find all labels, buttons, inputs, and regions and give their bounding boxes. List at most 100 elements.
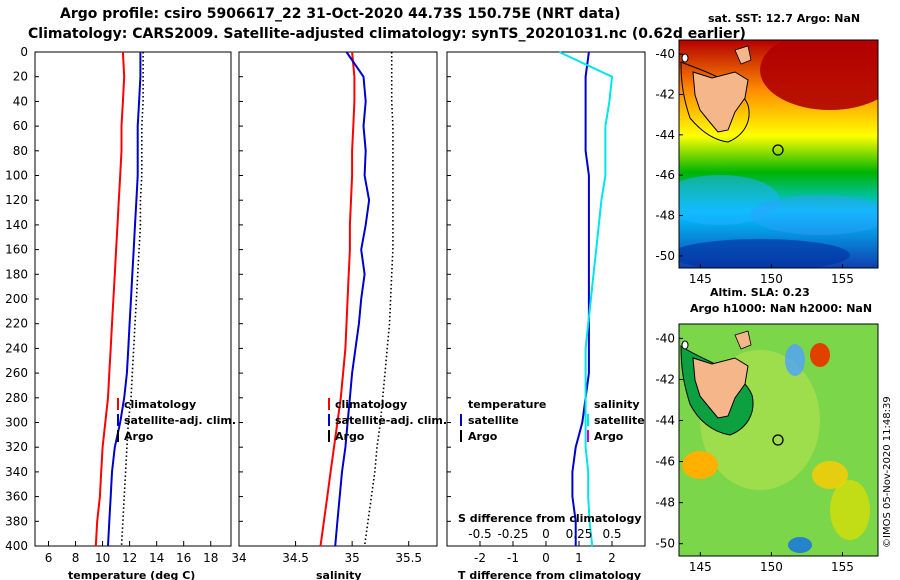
- sst-cool-patch: [679, 175, 780, 225]
- depth-tick-label: 280: [5, 391, 28, 405]
- difference-xlabel: T difference from climatology: [458, 569, 641, 580]
- map-lat-label: -42: [655, 372, 675, 386]
- x-axis-ticks: 6 8 10 12 14 16 18 34 34.5 35 35.5 -2 -1 0 1 2-0.5 -0.25…: [45, 527, 622, 565]
- map-lat-label: -40: [655, 47, 675, 61]
- sla-anomaly-patch: [788, 537, 812, 553]
- map-lon-label: 150: [760, 272, 783, 286]
- map-lon-label: 155: [831, 272, 854, 286]
- x-tick-label: 34.5: [282, 551, 309, 565]
- imos-credit: ©IMOS 05-Nov-2020 11:48:39: [882, 396, 893, 548]
- depth-tick-label: 180: [5, 267, 28, 281]
- depth-tick-label: 300: [5, 416, 28, 430]
- x-tick-label: 18: [203, 551, 218, 565]
- header-title-line1: Argo profile: csiro 5906617_22 31-Oct-20…: [60, 6, 621, 22]
- x-top-tick-label: -0.5: [468, 527, 491, 541]
- legend-satellite-label: satellite-adj. clim.: [335, 414, 447, 427]
- sst-cold-patch: [679, 239, 850, 268]
- x-top-tick-label: -0.25: [497, 527, 528, 541]
- difference-legend: temperature satellite Argo salinity sate…: [460, 398, 645, 443]
- x-tick-label: 16: [176, 551, 191, 565]
- sst-map: [679, 40, 878, 268]
- x-tick-label: 35: [345, 551, 360, 565]
- legend-s-satellite-label: satellite: [594, 414, 645, 427]
- difference-panel-frame: [446, 51, 646, 547]
- depth-tick-label: 400: [5, 539, 28, 553]
- sst-cool-patch: [750, 195, 878, 235]
- sla-map-frame: [678, 323, 879, 557]
- series-argo-line: [120, 52, 144, 547]
- map-lat-label: -50: [655, 249, 675, 263]
- sla-map: [679, 324, 878, 556]
- x-tick-label: 14: [149, 551, 164, 565]
- temperature-xlabel: temperature (deg C): [68, 569, 195, 580]
- series-temperature-satellite-line: [571, 51, 590, 546]
- depth-tick-label: 200: [5, 292, 28, 306]
- tasmania-landmass: [692, 357, 749, 419]
- x-tick-label: 2: [608, 551, 616, 565]
- map-lon-label: 150: [760, 560, 783, 574]
- map-lat-label: -48: [655, 496, 675, 510]
- series-argo-line: [363, 52, 394, 547]
- map-lat-label: -40: [655, 331, 675, 345]
- legend-t-argo-label: Argo: [468, 430, 498, 443]
- depth-tick-label: 320: [5, 440, 28, 454]
- x-top-tick-label: 0.5: [602, 527, 621, 541]
- salinity-legend: climatology satellite-adj. clim. Argo: [328, 398, 447, 443]
- depth-tick-label: 120: [5, 193, 28, 207]
- depth-tick-label: 100: [5, 169, 28, 183]
- profile-series: [94, 51, 614, 547]
- map-axes: 145 150 155 -40 -42 -44 -46 -48 -50 145 150 155 -40 -…: [655, 47, 854, 574]
- legend-argo-label: Argo: [124, 430, 154, 443]
- sst-warm-patch: [760, 40, 878, 110]
- x-tick-label: 6: [45, 551, 53, 565]
- map-lat-label: -48: [655, 209, 675, 223]
- x-tick-label: -2: [474, 551, 486, 565]
- series-satellite-adj-clim-line: [107, 52, 142, 547]
- difference-xlabel-top: S difference from climatology: [458, 512, 642, 525]
- depth-axis: 0 20 40 60 80 100 120 140 160 180 200 220 240 260 280 3…: [5, 45, 451, 553]
- legend-s-argo-label: Argo: [594, 430, 624, 443]
- depth-tick-label: 340: [5, 465, 28, 479]
- series-climatology-line: [94, 51, 126, 547]
- depth-tick-label: 380: [5, 514, 28, 528]
- map-lat-label: -44: [655, 413, 675, 427]
- x-top-tick-label: 0.25: [566, 527, 593, 541]
- island-landmass: [681, 53, 689, 63]
- sst-map-frame: [678, 39, 879, 269]
- legend-salinity-header: salinity: [594, 398, 640, 411]
- x-tick-label: 12: [122, 551, 137, 565]
- depth-tick-label: 0: [20, 45, 28, 59]
- depth-tick-label: 60: [13, 119, 28, 133]
- sla-anomaly-patch: [810, 343, 830, 367]
- map-lat-label: -50: [655, 537, 675, 551]
- sla-anomaly-patch: [785, 344, 805, 376]
- x-tick-label: 35.5: [395, 551, 422, 565]
- depth-tick-label: 20: [13, 70, 28, 84]
- island-landmass: [734, 45, 752, 65]
- x-top-tick-label: 0: [542, 527, 550, 541]
- salinity-xlabel: salinity: [316, 569, 362, 580]
- depth-tick-label: 220: [5, 317, 28, 331]
- series-satellite-adj-clim-line: [334, 51, 371, 547]
- legend-satellite-label: satellite-adj. clim.: [124, 414, 236, 427]
- sla-map-title-line2: Argo h1000: NaN h2000: NaN: [690, 302, 873, 315]
- argo-float-position-marker: [772, 144, 784, 156]
- temperature-panel-frame: [34, 51, 232, 547]
- depth-tick-label: 260: [5, 366, 28, 380]
- x-tick-label: -1: [507, 551, 519, 565]
- island-landmass: [681, 340, 689, 350]
- legend-climatology-label: climatology: [124, 398, 196, 411]
- depth-tick-label: 160: [5, 243, 28, 257]
- x-tick-label: 34: [231, 551, 246, 565]
- legend-climatology-label: climatology: [335, 398, 407, 411]
- x-tick-label: 8: [72, 551, 80, 565]
- legend-argo-label: Argo: [335, 430, 365, 443]
- island-landmass: [734, 330, 752, 350]
- sla-anomaly-patch: [830, 480, 870, 540]
- tasmania-landmass: [692, 71, 749, 133]
- depth-tick-label: 240: [5, 341, 28, 355]
- map-lon-label: 145: [689, 560, 712, 574]
- argo-float-position-marker: [772, 434, 784, 446]
- map-lat-label: -42: [655, 87, 675, 101]
- depth-tick-label: 80: [13, 144, 28, 158]
